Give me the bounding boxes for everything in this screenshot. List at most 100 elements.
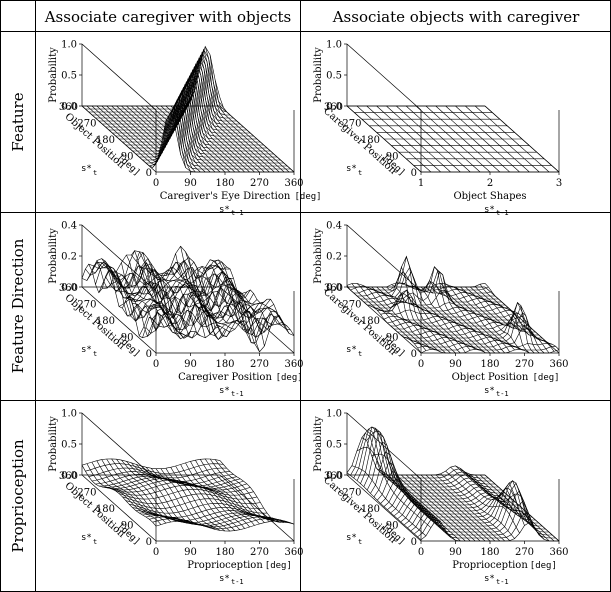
x-axis-subscript: t-1 (231, 390, 244, 398)
depth-tick-label: 360 (324, 102, 343, 113)
x-tick-label: 180 (215, 178, 234, 189)
depth-tick-label: 180 (361, 135, 380, 146)
surface-line-x (445, 283, 520, 350)
depth-axis-symbol: s* (81, 533, 92, 543)
surface-line-depth (363, 270, 502, 303)
surface-line-x (351, 283, 427, 351)
surface-line-x (470, 474, 545, 540)
surface-line-x (430, 474, 506, 542)
surface-line-x (470, 286, 545, 354)
surface-line-x (361, 284, 436, 351)
surface-line-x (460, 286, 535, 354)
x-tick-label: 180 (215, 547, 234, 558)
depth-tick-label: 360 (59, 283, 78, 294)
z-axis-label: Probability (48, 228, 59, 284)
surface-line-depth (85, 48, 224, 110)
surface-line-x (415, 474, 491, 542)
surface-line-x (450, 285, 525, 351)
z-tick-label: 0.0 (326, 102, 342, 113)
surface-line-x (391, 474, 466, 542)
x-axis-subscript: t-1 (496, 209, 509, 217)
z-axis-label: Probability (313, 228, 324, 284)
x-tick-label: 1 (418, 178, 424, 189)
surface-line-x (91, 105, 167, 162)
axis-box-edge (346, 43, 422, 111)
depth-axis-subscript: t (358, 350, 362, 358)
surface-line-x (391, 266, 466, 353)
surface-line-x (145, 268, 221, 335)
depth-axis-subscript: t (93, 169, 97, 177)
x-tick-label: 0 (418, 547, 424, 558)
x-axis-subscript: t-1 (496, 390, 509, 398)
depth-tick-label: 360 (59, 471, 78, 482)
depth-tick-label: 180 (96, 316, 115, 327)
surface-line-x (484, 105, 560, 173)
depth-axis-symbol: s* (81, 164, 92, 174)
surface-line-x (474, 105, 550, 173)
surface-line-x (219, 460, 295, 525)
x-tick-label: 360 (284, 178, 303, 189)
x-axis-symbol: s* (484, 574, 495, 584)
x-axis-symbol: s* (219, 386, 230, 396)
surface-line-x (190, 261, 265, 347)
depth-tick-label: 0 (146, 349, 152, 360)
x-axis-label: Object Shapes (453, 191, 526, 202)
surface-line-x (150, 78, 226, 173)
x-axis-label: Caregiver's Eye Direction (160, 191, 291, 202)
surface-line-x (381, 473, 456, 541)
surface-line-x (111, 458, 186, 522)
surface-line-x (219, 266, 295, 336)
surface-line-x (140, 83, 216, 173)
surface-line-x (405, 105, 481, 173)
axis-box-edge (346, 224, 422, 292)
surface-line-x (180, 464, 255, 526)
z-tick-label: 0.5 (61, 440, 77, 451)
surface-line-x (420, 474, 496, 542)
surface-line-x (200, 49, 275, 173)
x-tick-label: 180 (480, 547, 499, 558)
depth-axis-symbol: s* (346, 533, 357, 543)
x-tick-label: 90 (184, 547, 197, 558)
row-label-feature-direction: Feature Direction (9, 238, 27, 373)
surface-line-x (440, 283, 515, 351)
surface-line-x (209, 259, 285, 326)
x-axis-symbol: s* (219, 574, 230, 584)
x-axis-unit: [deg] (276, 373, 303, 383)
surface-line-x (165, 69, 240, 173)
x-axis-symbol: s* (484, 386, 495, 396)
surface-line-x (131, 462, 206, 527)
x-tick-label: 90 (449, 359, 462, 370)
surface-line-x (371, 286, 446, 354)
surface-line-x (175, 253, 250, 334)
z-tick-label: 0.5 (61, 71, 77, 82)
depth-tick-label: 270 (77, 300, 96, 311)
surface-line-x (445, 470, 520, 534)
surface-mesh (81, 458, 295, 532)
surface-line-x (465, 105, 540, 173)
surface-line-x (81, 465, 157, 527)
surface-line-x (106, 265, 181, 340)
surface-line-x (145, 81, 221, 173)
surface-line-x (396, 105, 471, 173)
depth-axis-symbol: s* (81, 345, 92, 355)
surface-line-x (371, 453, 446, 531)
surface-line-x (361, 426, 436, 521)
surface-line-x (435, 474, 510, 541)
surface-line-x (190, 461, 265, 523)
surface-line-x (356, 283, 432, 350)
surface-line-x (410, 474, 486, 542)
x-tick-label: 180 (480, 359, 499, 370)
axis-box-edge (81, 286, 157, 354)
surface-line-x (195, 52, 270, 173)
depth-tick-label: 90 (121, 333, 134, 344)
z-tick-label: 1.0 (326, 409, 342, 420)
surface-line-x (366, 105, 441, 173)
x-axis-label: Proprioception (187, 560, 263, 571)
depth-axis-symbol: s* (346, 345, 357, 355)
surface-line-x (351, 465, 427, 537)
z-tick-label: 0.2 (61, 252, 77, 263)
surface-line-x (96, 260, 172, 328)
surface-line-x (195, 265, 270, 338)
